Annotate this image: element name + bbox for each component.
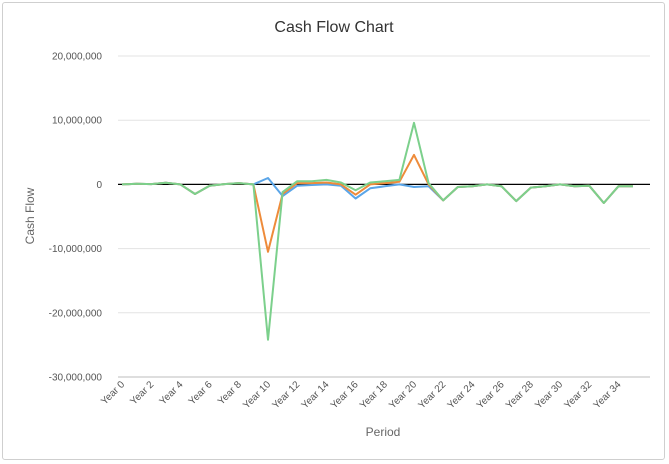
x-tick-label: Year 24: [446, 379, 478, 411]
series-line-3: [121, 121, 633, 341]
x-tick-label: Year 20: [387, 379, 419, 411]
x-tick-label: Year 30: [533, 379, 565, 411]
y-tick-labels: 20,000,000 10,000,000 0 -10,000,000 -20,000,…: [49, 52, 103, 384]
chart-title: Cash Flow Chart: [274, 19, 394, 36]
y-tick-label: 0: [96, 180, 102, 191]
x-tick-label: Year 0: [99, 379, 127, 407]
x-tick-label: Year 6: [187, 379, 215, 407]
x-tick-label: Year 14: [300, 379, 332, 411]
y-tick-label: 20,000,000: [52, 52, 102, 63]
chart-frame: [2, 2, 665, 460]
x-tick-label: Year 2: [128, 379, 156, 407]
x-tick-label: Year 32: [562, 379, 594, 411]
y-axis-title: Cash Flow: [23, 187, 37, 244]
x-tick-label: Year 16: [329, 379, 361, 411]
x-tick-label: Year 18: [358, 379, 390, 411]
x-tick-label: Year 4: [158, 379, 186, 407]
x-tick-label: Year 12: [270, 379, 302, 411]
y-tick-label: -30,000,000: [49, 373, 103, 384]
series-lines: [121, 121, 633, 341]
series-line-2: [121, 153, 633, 253]
y-tick-label: -10,000,000: [49, 244, 103, 255]
x-tick-label: Year 22: [416, 379, 448, 411]
x-axis-title: Period: [366, 425, 401, 439]
x-tick-label: Year 34: [592, 379, 624, 411]
x-tick-label: Year 28: [504, 379, 536, 411]
x-tick-label: Year 10: [241, 379, 273, 411]
y-tick-label: -20,000,000: [49, 308, 103, 319]
x-tick-label: Year 8: [216, 379, 244, 407]
y-tick-label: 10,000,000: [52, 116, 102, 127]
x-tick-label: Year 26: [475, 379, 507, 411]
y-gridlines: [118, 55, 650, 314]
